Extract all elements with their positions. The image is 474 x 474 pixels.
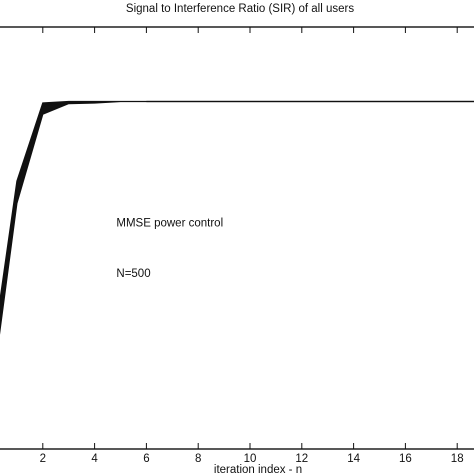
x-tick-label: 10 <box>244 453 257 465</box>
annotation-n-users: N=500 <box>116 268 150 280</box>
sir-curves-band <box>0 100 474 335</box>
chart-title: Signal to Interference Ratio (SIR) of al… <box>126 3 354 15</box>
x-tick-label: 16 <box>399 453 412 465</box>
sir-curve-edge <box>0 100 474 313</box>
x-tick-label: 6 <box>143 453 149 465</box>
x-tick-label: 8 <box>195 453 201 465</box>
annotation-method: MMSE power control <box>116 217 223 229</box>
x-tick-label: 14 <box>347 453 360 465</box>
plot-frame <box>0 26 474 450</box>
x-tick-label: 12 <box>295 453 308 465</box>
x-axis-label: iteration index - n <box>214 464 302 474</box>
x-tick-label: 2 <box>40 453 46 465</box>
x-tick-label: 4 <box>91 453 98 465</box>
x-tick-label: 18 <box>451 453 464 465</box>
